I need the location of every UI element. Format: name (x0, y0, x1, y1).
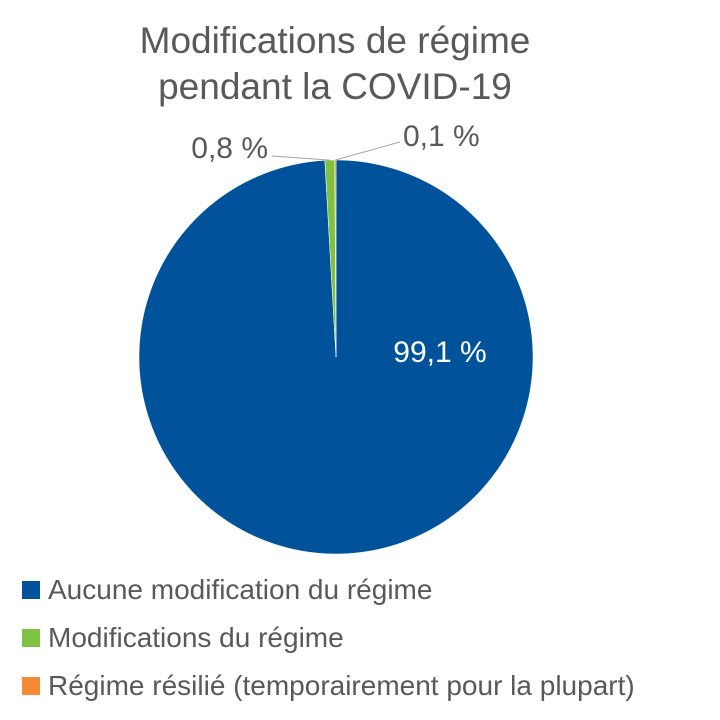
leader-line-modifications (271, 155, 330, 161)
data-label-aucune-modification: 99,1 % (393, 336, 486, 369)
chart-title-line-1: Modifications de régime (139, 20, 531, 61)
legend-label: Modifications du régime (48, 622, 344, 653)
data-label-modifications: 0,8 % (191, 132, 268, 165)
legend-swatch (22, 581, 40, 599)
pie-slices (138, 159, 534, 555)
data-label-regime-resilie: 0,1 % (403, 120, 480, 153)
legend-item-modifications: Modifications du régime (22, 614, 712, 662)
legend-label: Régime résilié (temporairement pour la p… (48, 670, 635, 701)
legend: Aucune modification du régime Modificati… (22, 566, 712, 710)
legend-item-aucune-modification: Aucune modification du régime (22, 566, 712, 614)
legend-swatch (22, 629, 40, 647)
legend-swatch (22, 677, 40, 695)
leader-lines (271, 141, 401, 161)
legend-label: Aucune modification du régime (48, 574, 433, 605)
chart-title-line-2: pendant la COVID-19 (158, 66, 512, 107)
leader-line-regime-resilie (335, 141, 401, 161)
legend-item-regime-resilie: Régime résilié (temporairement pour la p… (22, 662, 712, 710)
chart-title: Modifications de régime pendant la COVID… (0, 18, 670, 110)
